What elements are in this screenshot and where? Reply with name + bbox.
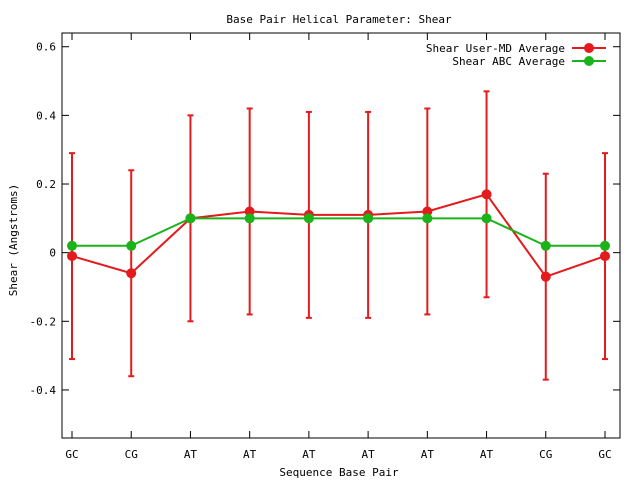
data-point bbox=[422, 206, 433, 217]
series-1 bbox=[67, 90, 610, 381]
x-axis-label: Sequence Base Pair bbox=[279, 466, 399, 479]
data-point bbox=[481, 213, 492, 224]
data-point bbox=[185, 213, 196, 224]
x-axis: GC CG AT AT AT AT AT AT CG GC bbox=[65, 33, 612, 461]
x-tick-label: AT bbox=[361, 448, 375, 461]
x-tick-label: AT bbox=[184, 448, 198, 461]
series-line bbox=[72, 217, 605, 247]
data-point bbox=[540, 240, 551, 251]
x-tick-label: CG bbox=[539, 448, 552, 461]
x-tick-label: CG bbox=[125, 448, 138, 461]
x-tick-label: AT bbox=[243, 448, 257, 461]
data-point bbox=[363, 213, 374, 224]
data-point bbox=[600, 251, 610, 262]
data-point bbox=[481, 189, 492, 200]
data-point bbox=[126, 240, 137, 251]
y-tick-label: -0.4 bbox=[30, 384, 57, 397]
series-line bbox=[71, 193, 606, 278]
data-point bbox=[422, 213, 433, 224]
y-tick-label: 0.6 bbox=[36, 41, 56, 54]
y-tick-label: -0.2 bbox=[30, 315, 57, 328]
data-point bbox=[67, 251, 77, 262]
y-axis-label: Shear (Angstroms) bbox=[7, 184, 20, 297]
legend-marker bbox=[584, 56, 594, 66]
legend-label: Shear User-MD Average bbox=[426, 42, 565, 55]
data-point bbox=[244, 206, 255, 217]
x-tick-label: GC bbox=[598, 448, 611, 461]
y-axis: -0.4 -0.2 0 0.2 0.4 0.6 bbox=[30, 41, 620, 397]
x-tick-label: AT bbox=[421, 448, 435, 461]
x-tick-label: GC bbox=[65, 448, 78, 461]
data-point bbox=[67, 240, 77, 251]
y-tick-label: 0.4 bbox=[36, 109, 56, 122]
legend-marker bbox=[584, 43, 594, 53]
series-layer bbox=[67, 90, 610, 381]
chart-title: Base Pair Helical Parameter: Shear bbox=[226, 13, 452, 26]
x-tick-label: AT bbox=[480, 448, 494, 461]
legend-label: Shear ABC Average bbox=[452, 55, 565, 68]
y-tick-label: 0 bbox=[49, 247, 56, 260]
y-tick-label: 0.2 bbox=[36, 178, 56, 191]
x-tick-label: AT bbox=[302, 448, 316, 461]
data-point bbox=[303, 213, 314, 224]
series-2 bbox=[67, 213, 610, 251]
data-point bbox=[540, 271, 551, 282]
data-point bbox=[244, 213, 255, 224]
data-point bbox=[126, 268, 137, 279]
data-point bbox=[600, 240, 610, 251]
plot-frame bbox=[61, 32, 621, 439]
